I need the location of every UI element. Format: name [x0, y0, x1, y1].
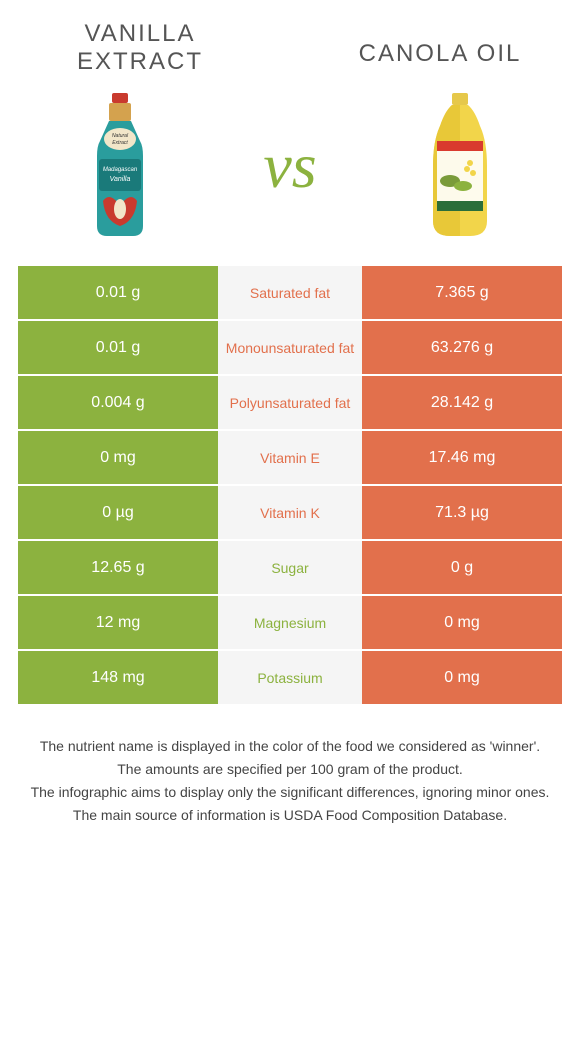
cell-nutrient-label: Sugar	[218, 541, 362, 594]
cell-nutrient-label: Vitamin K	[218, 486, 362, 539]
table-row: 0 µgVitamin K71.3 µg	[18, 486, 562, 541]
comparison-table: 0.01 gSaturated fat7.365 g0.01 gMonounsa…	[18, 266, 562, 706]
cell-left-value: 0.004 g	[18, 376, 218, 429]
cell-left-value: 0.01 g	[18, 266, 218, 319]
cell-left-value: 12.65 g	[18, 541, 218, 594]
cell-nutrient-label: Potassium	[218, 651, 362, 704]
footer-notes: The nutrient name is displayed in the co…	[0, 736, 580, 826]
cell-right-value: 71.3 µg	[362, 486, 562, 539]
cell-right-value: 28.142 g	[362, 376, 562, 429]
table-row: 0.004 gPolyunsaturated fat28.142 g	[18, 376, 562, 431]
cell-right-value: 0 mg	[362, 596, 562, 649]
cell-right-value: 0 mg	[362, 651, 562, 704]
cell-nutrient-label: Saturated fat	[218, 266, 362, 319]
product-image-right	[400, 86, 520, 246]
footer-line-3: The infographic aims to display only the…	[20, 782, 560, 803]
cell-left-value: 0.01 g	[18, 321, 218, 374]
cell-right-value: 63.276 g	[362, 321, 562, 374]
cell-left-value: 12 mg	[18, 596, 218, 649]
table-row: 12 mgMagnesium0 mg	[18, 596, 562, 651]
title-left: Vanilla Extract	[40, 20, 240, 76]
cell-right-value: 17.46 mg	[362, 431, 562, 484]
table-row: 148 mgPotassium0 mg	[18, 651, 562, 706]
footer-line-1: The nutrient name is displayed in the co…	[20, 736, 560, 757]
table-row: 0 mgVitamin E17.46 mg	[18, 431, 562, 486]
product-image-left: Natural Extract Madagascan Vanilla	[60, 86, 180, 246]
cell-nutrient-label: Vitamin E	[218, 431, 362, 484]
header: Vanilla Extract Canola Oil	[0, 0, 580, 86]
vanilla-bottle-icon: Natural Extract Madagascan Vanilla	[85, 91, 155, 241]
cell-left-value: 0 mg	[18, 431, 218, 484]
cell-nutrient-label: Monounsaturated fat	[218, 321, 362, 374]
footer-line-2: The amounts are specified per 100 gram o…	[20, 759, 560, 780]
cell-right-value: 7.365 g	[362, 266, 562, 319]
cell-left-value: 0 µg	[18, 486, 218, 539]
title-right: Canola Oil	[340, 40, 540, 68]
svg-text:Vanilla: Vanilla	[110, 176, 131, 183]
canola-bottle-icon	[415, 91, 505, 241]
cell-right-value: 0 g	[362, 541, 562, 594]
cell-nutrient-label: Polyunsaturated fat	[218, 376, 362, 429]
svg-text:Madagascan: Madagascan	[103, 167, 138, 173]
table-row: 12.65 gSugar0 g	[18, 541, 562, 596]
footer-line-4: The main source of information is USDA F…	[20, 805, 560, 826]
cell-nutrient-label: Magnesium	[218, 596, 362, 649]
svg-text:Extract: Extract	[112, 140, 128, 146]
svg-text:Natural: Natural	[112, 133, 129, 139]
table-row: 0.01 gSaturated fat7.365 g	[18, 266, 562, 321]
cell-left-value: 148 mg	[18, 651, 218, 704]
vs-label: vs	[263, 129, 316, 203]
table-row: 0.01 gMonounsaturated fat63.276 g	[18, 321, 562, 376]
vs-row: Natural Extract Madagascan Vanilla vs	[0, 86, 580, 266]
